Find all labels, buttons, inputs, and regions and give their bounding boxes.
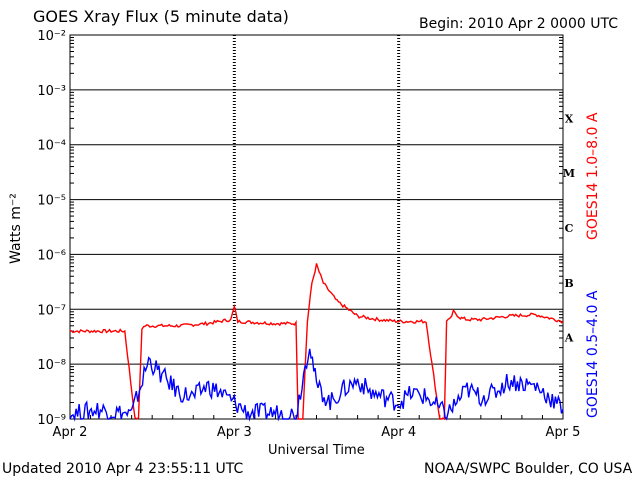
x-tick-label: Apr 5 xyxy=(546,425,581,440)
flare-class-m: M xyxy=(563,167,575,180)
y-tick-label: 10⁻⁸ xyxy=(37,358,66,373)
y-tick-label: 10⁻⁷ xyxy=(37,303,66,318)
flare-class-x: X xyxy=(565,112,574,125)
flare-class-a: A xyxy=(564,332,574,345)
y-tick-label: 10⁻³ xyxy=(37,84,66,99)
y-tick-label: 10⁻⁹ xyxy=(37,413,66,428)
x-tick-label: Apr 2 xyxy=(53,425,88,440)
y-axis-label: Watts m⁻² xyxy=(8,193,24,264)
x-tick-label: Apr 3 xyxy=(217,425,252,440)
legend-short-channel: GOES14 0.5–4.0 A xyxy=(585,290,601,418)
y-tick-label: 10⁻⁵ xyxy=(37,194,66,209)
credit-label: NOAA/SWPC Boulder, CO USA xyxy=(424,461,633,477)
y-tick-label: 10⁻⁴ xyxy=(37,139,66,154)
series-line-0 xyxy=(69,263,564,421)
x-tick-label: Apr 4 xyxy=(381,425,416,440)
chart-title: GOES Xray Flux (5 minute data) xyxy=(33,7,289,26)
flare-class-c: C xyxy=(565,222,574,235)
legend-long-channel: GOES14 1.0–8.0 A xyxy=(585,112,601,240)
begin-time-label: Begin: 2010 Apr 2 0000 UTC xyxy=(419,16,618,32)
y-tick-label: 10⁻² xyxy=(37,29,66,44)
updated-timestamp: Updated 2010 Apr 4 23:55:11 UTC xyxy=(2,461,244,477)
y-tick-label: 10⁻⁶ xyxy=(37,248,66,263)
plot-frame xyxy=(69,34,564,420)
series-line-1 xyxy=(69,348,564,422)
flare-class-b: B xyxy=(564,277,573,290)
x-axis-label: Universal Time xyxy=(268,443,365,458)
